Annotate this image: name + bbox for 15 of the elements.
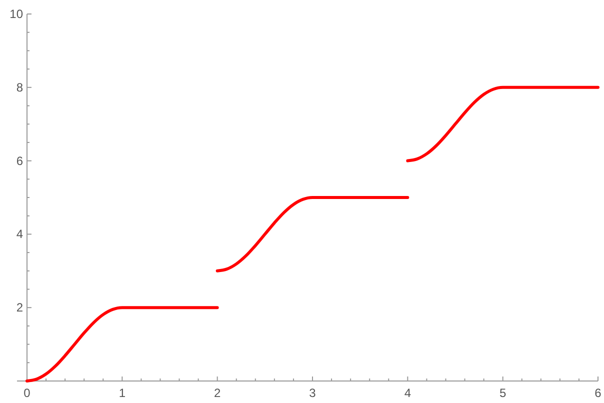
y-tick-label: 4 bbox=[16, 227, 24, 242]
line-series bbox=[216, 196, 410, 272]
line-series bbox=[406, 86, 600, 162]
y-tick-label: 6 bbox=[16, 154, 24, 168]
x-tick-label: 4 bbox=[404, 386, 412, 400]
x-tick-label: 6 bbox=[594, 386, 602, 400]
x-tick-label: 1 bbox=[118, 386, 126, 400]
y-tick-label: 2 bbox=[16, 300, 24, 315]
y-tick-label: 10 bbox=[10, 7, 24, 21]
x-tick-label: 2 bbox=[214, 386, 221, 400]
x-tick-label: 3 bbox=[309, 386, 316, 400]
x-tick-label: 5 bbox=[499, 386, 506, 400]
x-tick-label: 0 bbox=[24, 386, 31, 400]
y-tick-label: 8 bbox=[16, 80, 24, 94]
line-series bbox=[26, 306, 219, 382]
